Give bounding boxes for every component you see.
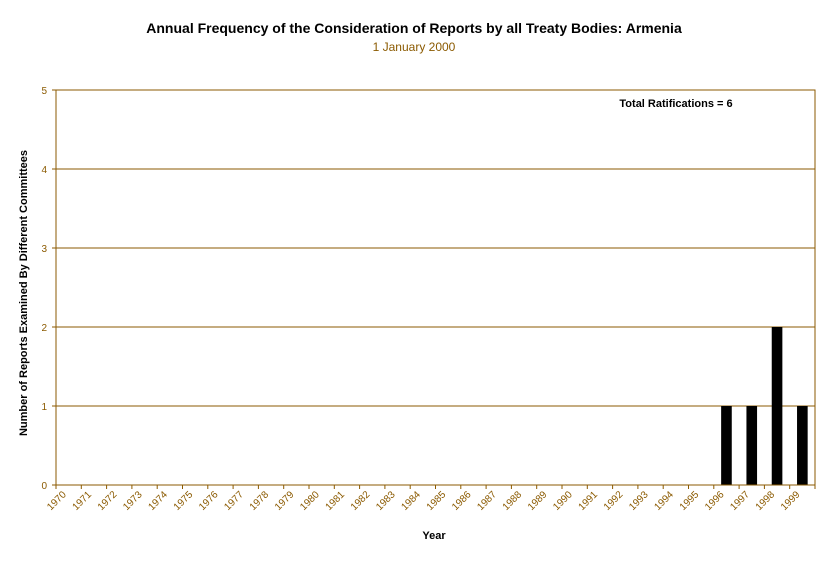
x-tick-label: 1982: [349, 489, 373, 513]
x-tick-label: 1995: [678, 489, 702, 513]
plot-area: [55, 89, 816, 486]
x-tick-label: 1970: [45, 489, 69, 513]
x-tick-label: 1975: [172, 489, 196, 513]
x-tick-label: 1980: [298, 489, 322, 513]
chart-subtitle: 1 January 2000: [372, 40, 456, 54]
y-tick-label: 0: [41, 481, 47, 492]
bar-1997: [746, 406, 758, 485]
y-tick-label: 2: [41, 323, 47, 334]
bar-1998: [771, 327, 783, 485]
x-tick-label: 1992: [602, 489, 626, 513]
bar-1999: [797, 406, 808, 485]
x-tick-label: 1971: [71, 489, 95, 513]
x-tick-label: 1984: [399, 489, 423, 513]
x-tick-label: 1977: [222, 489, 246, 513]
y-tick-label: 3: [41, 244, 47, 255]
x-tick-label: 1999: [779, 489, 803, 513]
x-tick-label: 1987: [475, 489, 499, 513]
x-tick-label: 1973: [121, 489, 145, 513]
x-tick-label: 1988: [501, 489, 525, 513]
x-tick-label: 1983: [374, 489, 398, 513]
x-tick-label: 1981: [324, 489, 348, 513]
y-tick-label: 1: [41, 402, 47, 413]
x-tick-label: 1996: [703, 489, 727, 513]
x-tick-label: 1990: [551, 489, 575, 513]
x-tick-label: 1993: [627, 489, 651, 513]
x-tick-label: 1998: [754, 489, 778, 513]
x-tick-label: 1997: [728, 489, 752, 513]
total-ratifications-annotation: Total Ratifications = 6: [619, 98, 733, 110]
x-tick-label: 1989: [526, 489, 550, 513]
x-tick-label: 1991: [577, 489, 601, 513]
x-tick-label: 1972: [96, 489, 120, 513]
y-tick-label: 5: [41, 86, 47, 97]
bar-1996: [721, 406, 732, 485]
chart-title: Annual Frequency of the Consideration of…: [146, 20, 682, 36]
x-tick-label: 1979: [273, 489, 297, 513]
x-tick-label: 1978: [248, 489, 272, 513]
x-tick-label: 1994: [652, 489, 676, 513]
x-tick-label: 1976: [197, 489, 221, 513]
y-tick-label: 4: [41, 165, 47, 176]
x-axis-label: Year: [422, 530, 446, 542]
x-tick-label: 1985: [425, 489, 449, 513]
x-tick-label: 1974: [146, 489, 170, 513]
x-tick-label: 1986: [450, 489, 474, 513]
